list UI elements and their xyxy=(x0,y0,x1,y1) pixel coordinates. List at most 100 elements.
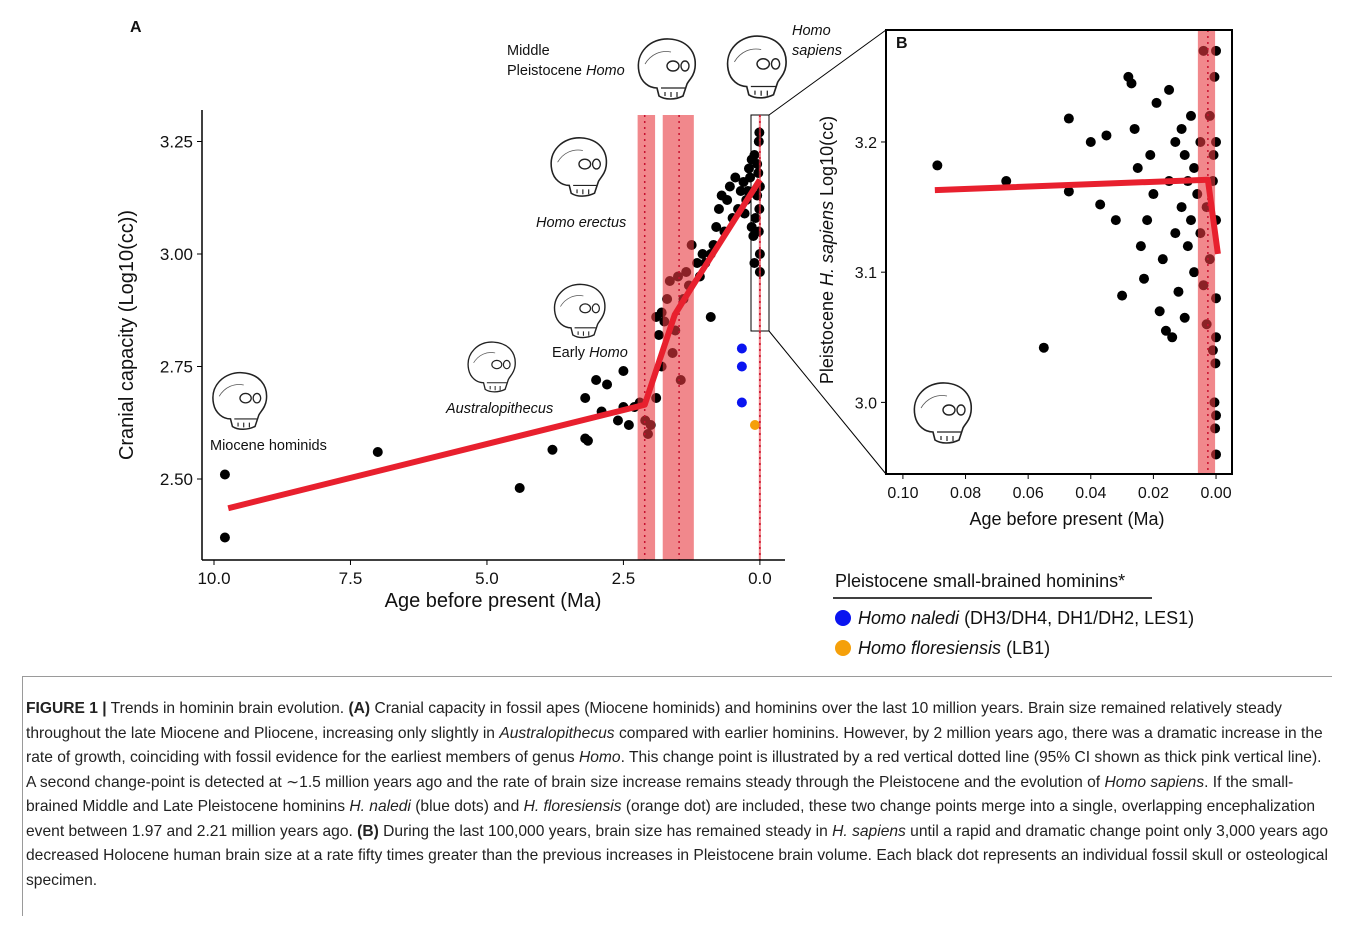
x-tick-label: 5.0 xyxy=(475,569,499,588)
data-point xyxy=(1135,241,1146,252)
data-point xyxy=(1110,215,1121,226)
data-point xyxy=(746,154,757,165)
ci-band xyxy=(1197,30,1216,474)
text-run: Homo naledi xyxy=(858,608,960,628)
data-point xyxy=(730,172,741,183)
y-tick-label: 3.0 xyxy=(855,395,877,412)
legend-marker xyxy=(835,610,851,626)
text-run: Pleistocene xyxy=(507,63,586,79)
x-tick-label: 2.5 xyxy=(612,569,636,588)
annotation: Middle xyxy=(507,43,550,59)
text-run: Middle xyxy=(507,43,550,59)
text-run: Homo xyxy=(589,345,628,361)
text-run: (LB1) xyxy=(1001,638,1050,658)
caption-run: (blue dots) and xyxy=(410,798,524,815)
caption-run: H. naledi xyxy=(349,798,411,815)
data-point xyxy=(547,444,558,455)
skull-icon xyxy=(726,35,787,99)
data-point xyxy=(582,435,593,446)
data-point xyxy=(1179,312,1190,323)
data-point xyxy=(591,375,602,385)
data-point xyxy=(1101,130,1112,141)
caption: FIGURE 1 | Trends in hominin brain evolu… xyxy=(22,676,1332,916)
data-point xyxy=(514,483,525,493)
skull-icon xyxy=(553,283,606,339)
text-run: Homo xyxy=(586,63,625,79)
x-tick-label: 0.10 xyxy=(887,485,918,502)
data-point xyxy=(736,397,747,408)
caption-run: (B) xyxy=(357,822,379,840)
data-point xyxy=(711,222,722,232)
panel-label: B xyxy=(896,35,908,52)
data-point xyxy=(1176,123,1187,134)
data-point xyxy=(1154,306,1165,317)
caption-run: (orange dot) are included, these two cha… xyxy=(26,798,1316,840)
annotation: Homo xyxy=(792,23,831,39)
data-point xyxy=(697,249,708,259)
data-point xyxy=(372,447,383,457)
data-point xyxy=(1179,149,1190,160)
text-run: (DH3/DH4, DH1/DH2, LES1) xyxy=(959,608,1194,628)
data-point xyxy=(1160,325,1171,336)
skull-icon xyxy=(913,382,973,444)
y-axis-title: Pleistocene H. sapiens Log10(cc) xyxy=(817,116,837,384)
annotation: Miocene hominids xyxy=(210,438,327,454)
plot-frame xyxy=(885,29,1233,475)
y-axis-title: Cranial capacity (Log10(cc)) xyxy=(116,210,138,460)
data-point xyxy=(1126,78,1137,89)
zoom-connector xyxy=(768,330,887,475)
caption-run: compared with earlier hominins. However,… xyxy=(26,724,1323,767)
x-tick-label: 0.0 xyxy=(748,569,772,588)
data-point xyxy=(1189,267,1200,278)
fit-line xyxy=(934,176,1221,255)
caption-run: H. sapiens xyxy=(832,822,906,840)
data-point xyxy=(653,330,664,340)
data-point xyxy=(745,172,756,183)
x-axis-title: Age before present (Ma) xyxy=(969,509,1164,529)
x-tick-label: 0.08 xyxy=(950,485,981,502)
data-point xyxy=(736,343,747,354)
data-point xyxy=(932,160,943,171)
data-point xyxy=(1095,199,1106,210)
data-point xyxy=(1132,163,1143,174)
y-tick-label: 3.1 xyxy=(855,265,877,282)
text-run: Early xyxy=(552,345,589,361)
data-point xyxy=(1170,136,1181,147)
data-point xyxy=(724,181,735,192)
ci-band xyxy=(637,115,656,560)
data-point xyxy=(746,222,757,232)
annotation: sapiens xyxy=(792,43,842,59)
caption-run: . This change point is illustrated by a … xyxy=(26,749,1322,791)
text-run: Miocene hominids xyxy=(210,438,327,454)
caption-run: (A) xyxy=(348,700,371,717)
data-point xyxy=(748,231,759,241)
data-point xyxy=(749,258,760,268)
data-point xyxy=(1164,84,1175,95)
y-tick-label: 2.50 xyxy=(160,470,193,489)
data-point xyxy=(1148,189,1159,200)
legend-label: Homo floresiensis (LB1) xyxy=(858,638,1050,658)
annotation: Homo erectus xyxy=(536,215,626,231)
caption-run: . If the small-brained Middle and Late P… xyxy=(26,773,1294,816)
data-point xyxy=(1063,113,1074,124)
x-tick-label: 10.0 xyxy=(197,569,230,588)
x-tick-label: 0.00 xyxy=(1200,485,1231,502)
figure: 10.0 7.5 5.0 2.5 0.0 2.50 2.75 3.00 3.25 A Age bef… xyxy=(116,19,1233,658)
data-point xyxy=(618,366,629,376)
annotation: Early Homo xyxy=(552,345,628,361)
y-tick-label: 2.75 xyxy=(160,358,193,377)
text-run: H. sapiens xyxy=(817,201,837,286)
data-point xyxy=(1117,290,1128,301)
data-point xyxy=(749,420,760,430)
caption-run: Homo xyxy=(578,749,621,766)
data-point xyxy=(1145,149,1156,160)
legend-label: Homo naledi (DH3/DH4, DH1/DH2, LES1) xyxy=(858,608,1194,628)
annotation: Pleistocene Homo xyxy=(507,63,625,79)
text-run: Log10(cc) xyxy=(817,116,837,201)
data-point xyxy=(1173,286,1184,297)
skull-icon xyxy=(637,38,697,100)
data-point xyxy=(692,258,703,268)
text-run: Pleistocene xyxy=(817,286,837,384)
text-run: Homo xyxy=(792,23,831,39)
